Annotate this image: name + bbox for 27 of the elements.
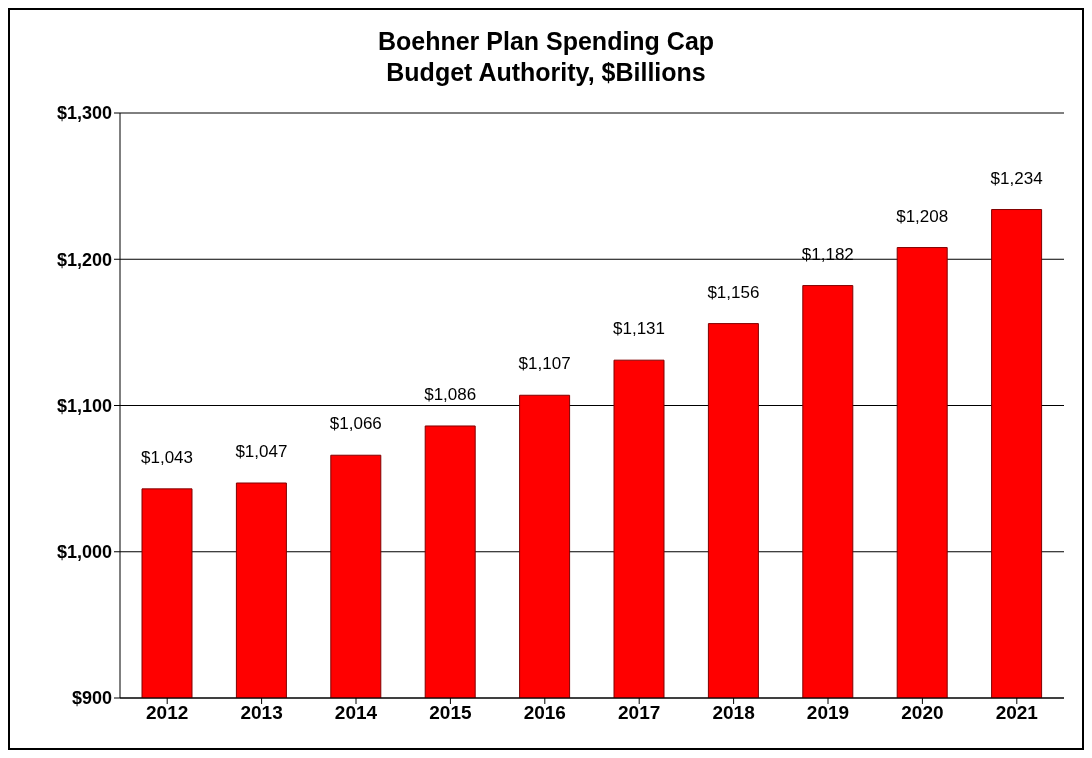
chart-subtitle: Budget Authority, $Billions bbox=[385, 57, 707, 88]
data-label: $1,086 bbox=[424, 384, 477, 404]
x-tick-label: 2019 bbox=[806, 702, 850, 724]
y-tick-label: $1,100 bbox=[56, 395, 112, 416]
y-tick-label: $1,000 bbox=[56, 542, 112, 563]
data-label: $1,182 bbox=[801, 244, 854, 264]
data-label: $1,208 bbox=[896, 206, 949, 226]
x-tick-label: 2017 bbox=[618, 702, 661, 724]
data-label: $1,047 bbox=[235, 442, 288, 462]
x-tick-label: 2015 bbox=[429, 702, 472, 724]
y-tick-label: $1,200 bbox=[56, 249, 112, 270]
data-label: $1,107 bbox=[518, 354, 571, 374]
x-tick-label: 2013 bbox=[240, 702, 283, 724]
x-tick-label: 2018 bbox=[712, 702, 755, 724]
x-tick-label: 2014 bbox=[334, 702, 378, 724]
data-label: $1,131 bbox=[613, 319, 665, 339]
x-tick-label: 2021 bbox=[995, 702, 1039, 724]
data-label: $1,234 bbox=[990, 168, 1043, 188]
y-tick-label: $1,300 bbox=[56, 103, 112, 124]
data-label: $1,156 bbox=[707, 282, 760, 302]
x-tick-label: 2012 bbox=[146, 702, 189, 724]
x-tick-label: 2016 bbox=[523, 702, 566, 724]
x-tick-label: 2020 bbox=[901, 702, 944, 724]
data-label: $1,066 bbox=[329, 414, 382, 434]
chart-title: Boehner Plan Spending Cap bbox=[376, 26, 716, 57]
y-tick-label: $900 bbox=[71, 688, 112, 709]
data-label: $1,043 bbox=[141, 447, 193, 467]
